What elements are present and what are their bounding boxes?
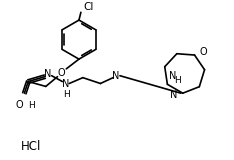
Text: H: H	[28, 101, 35, 110]
Text: N: N	[170, 90, 177, 100]
Text: HCl: HCl	[20, 140, 41, 153]
Text: O: O	[16, 100, 23, 110]
Text: N: N	[62, 79, 69, 88]
Text: O: O	[58, 68, 65, 78]
Text: N: N	[169, 71, 176, 81]
Text: H: H	[175, 76, 181, 84]
Text: N: N	[44, 69, 51, 79]
Text: O: O	[199, 47, 207, 57]
Text: N: N	[112, 71, 120, 81]
Text: Cl: Cl	[84, 2, 94, 12]
Text: H: H	[63, 90, 70, 99]
